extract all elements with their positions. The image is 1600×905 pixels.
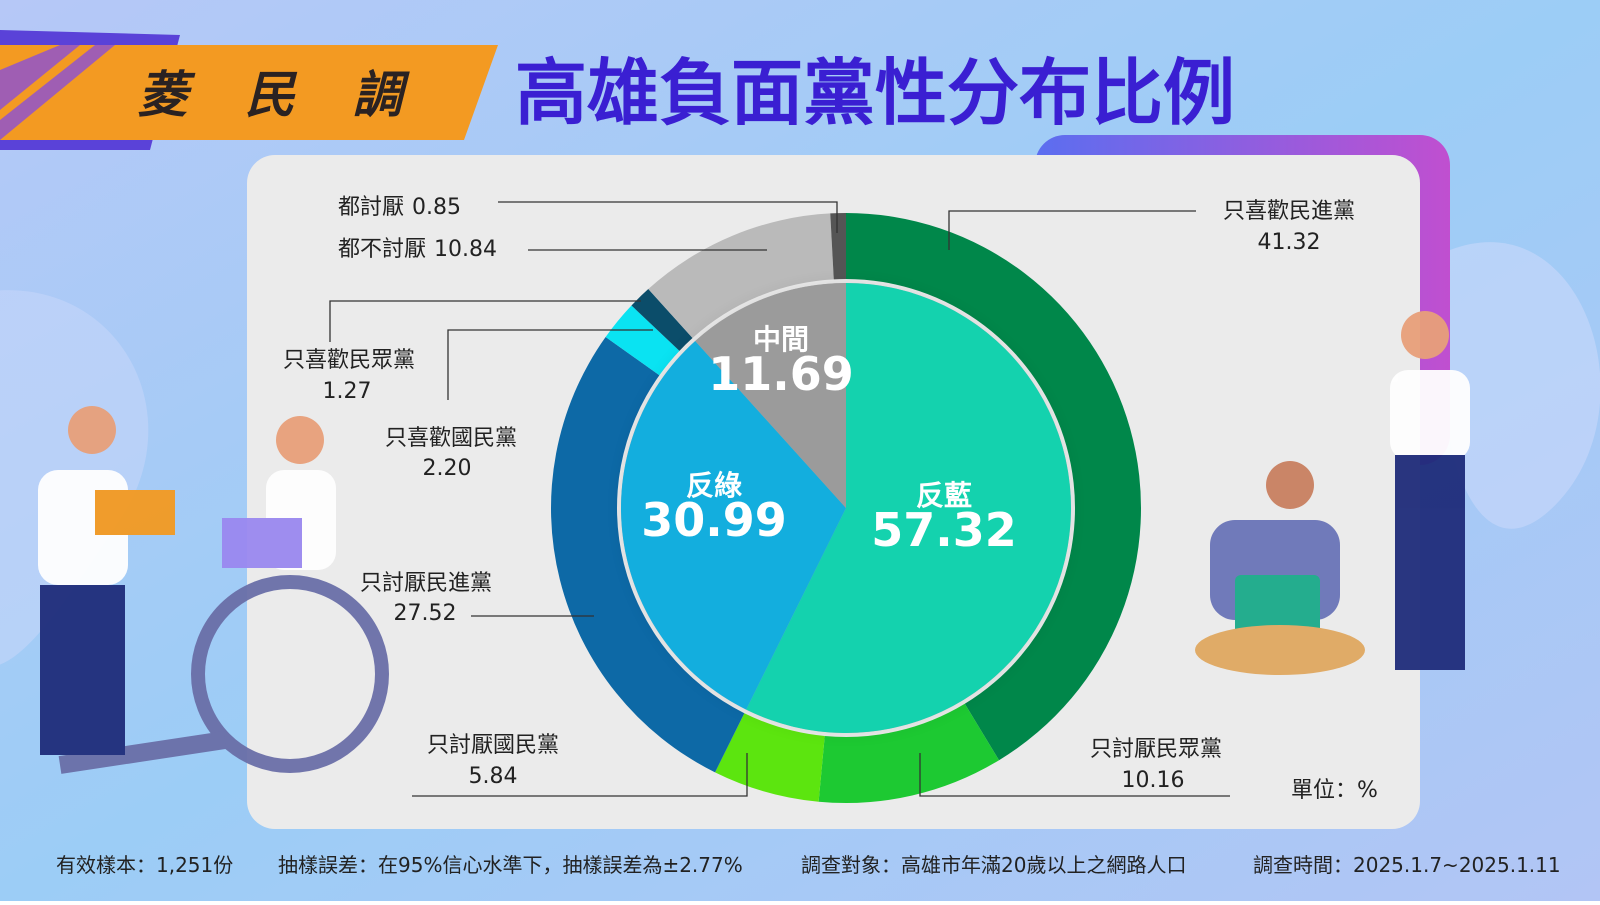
outer-segment	[605, 305, 680, 376]
person	[1390, 370, 1470, 460]
outer-label-name: 都不討厭	[338, 237, 426, 262]
laptop	[1235, 575, 1320, 635]
inner-label: 反藍	[916, 479, 972, 512]
outer-segment	[846, 213, 1141, 761]
outer-segment	[715, 713, 825, 802]
outer-label: 只喜歡民眾黨	[283, 348, 415, 373]
leader-line	[447, 329, 653, 400]
outer-value: 2.20	[423, 456, 472, 481]
leader-line	[329, 300, 641, 342]
magnifier	[191, 575, 389, 773]
outer-label: 只討厭民眾黨	[1090, 737, 1222, 762]
outer-value: 1.27	[323, 379, 372, 404]
person	[1195, 625, 1365, 675]
inner-slice	[695, 283, 846, 508]
laptop	[222, 518, 302, 568]
outer-value: 5.84	[469, 764, 518, 789]
outer-label-value: 10.84	[434, 237, 497, 262]
inner-label: 反綠	[686, 469, 742, 502]
person	[1401, 311, 1449, 359]
footer-text: 抽樣誤差：在95%信心水準下，抽樣誤差為±2.77%	[278, 853, 743, 877]
person	[68, 406, 116, 454]
outer-segment	[648, 213, 834, 339]
leader-line	[498, 201, 838, 233]
outer-label: 只討厭國民黨	[427, 733, 559, 758]
outer-segment	[551, 337, 745, 773]
inner-label: 中間	[753, 323, 809, 356]
outer-label: 只討厭民進黨	[360, 571, 492, 596]
badge	[0, 45, 498, 140]
leader-line	[919, 753, 1230, 797]
person	[276, 416, 324, 464]
outer-label: 只喜歡民進黨	[1223, 199, 1355, 224]
figures	[38, 311, 1470, 774]
outer-segment	[631, 289, 693, 351]
laptop	[95, 490, 175, 535]
outer-label: 都討厭 0.85	[338, 195, 461, 220]
outer-segment	[818, 703, 1000, 804]
footer-text: 調查對象：高雄市年滿20歲以上之網路人口	[801, 853, 1186, 877]
outer-value: 27.52	[394, 601, 457, 626]
person	[1395, 455, 1465, 670]
unit-label: 單位：%	[1291, 778, 1378, 803]
inner-value: 57.32	[871, 503, 1017, 557]
outer-segment	[830, 213, 846, 280]
badge-stripes	[0, 45, 115, 140]
outer-label-name: 都討厭	[338, 195, 404, 220]
leader-line	[948, 210, 1196, 250]
outer-label-value: 0.85	[412, 195, 461, 220]
person	[40, 585, 125, 755]
inner-value: 30.99	[641, 493, 787, 547]
title: 高雄負面黨性分布比例	[515, 51, 1235, 135]
inner-slice	[620, 341, 846, 710]
outer-value: 10.16	[1122, 768, 1185, 793]
inner-slice	[746, 283, 1071, 734]
blob	[1441, 242, 1600, 529]
leader-line	[412, 753, 748, 797]
person	[1266, 461, 1314, 509]
badge-text: 菱 民 調	[138, 66, 423, 124]
outer-label: 只喜歡國民黨	[385, 426, 517, 451]
footer-text: 調查時間：2025.1.7~2025.1.11	[1253, 853, 1561, 877]
inner-value: 11.69	[708, 347, 854, 401]
outer-label: 都不討厭 10.84	[338, 237, 497, 262]
magnifier-handle	[58, 731, 227, 774]
outer-value: 41.32	[1258, 230, 1321, 255]
footer-text: 有效樣本：1,251份	[56, 853, 233, 877]
